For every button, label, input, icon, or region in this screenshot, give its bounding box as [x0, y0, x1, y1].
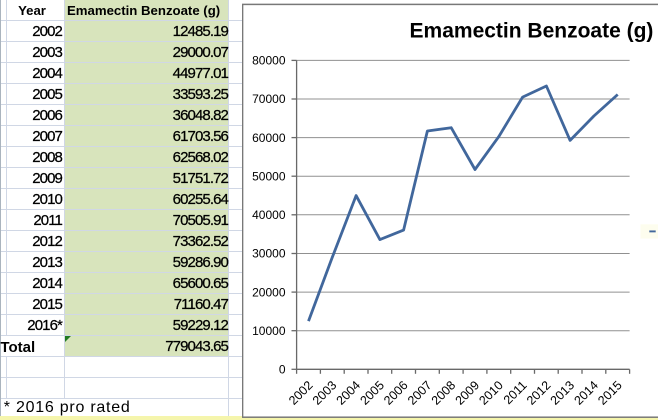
svg-text:10000: 10000 — [252, 324, 286, 338]
svg-text:40000: 40000 — [252, 208, 286, 222]
svg-text:70000: 70000 — [252, 92, 286, 106]
svg-text:20000: 20000 — [252, 285, 286, 299]
svg-text:60000: 60000 — [252, 131, 286, 145]
svg-text:Emamectin Benzoate (g): Emamectin Benzoate (g) — [410, 20, 654, 43]
svg-text:50000: 50000 — [252, 169, 286, 183]
svg-text:80000: 80000 — [252, 54, 286, 68]
svg-text:30000: 30000 — [252, 247, 286, 261]
svg-text:0: 0 — [279, 363, 286, 377]
